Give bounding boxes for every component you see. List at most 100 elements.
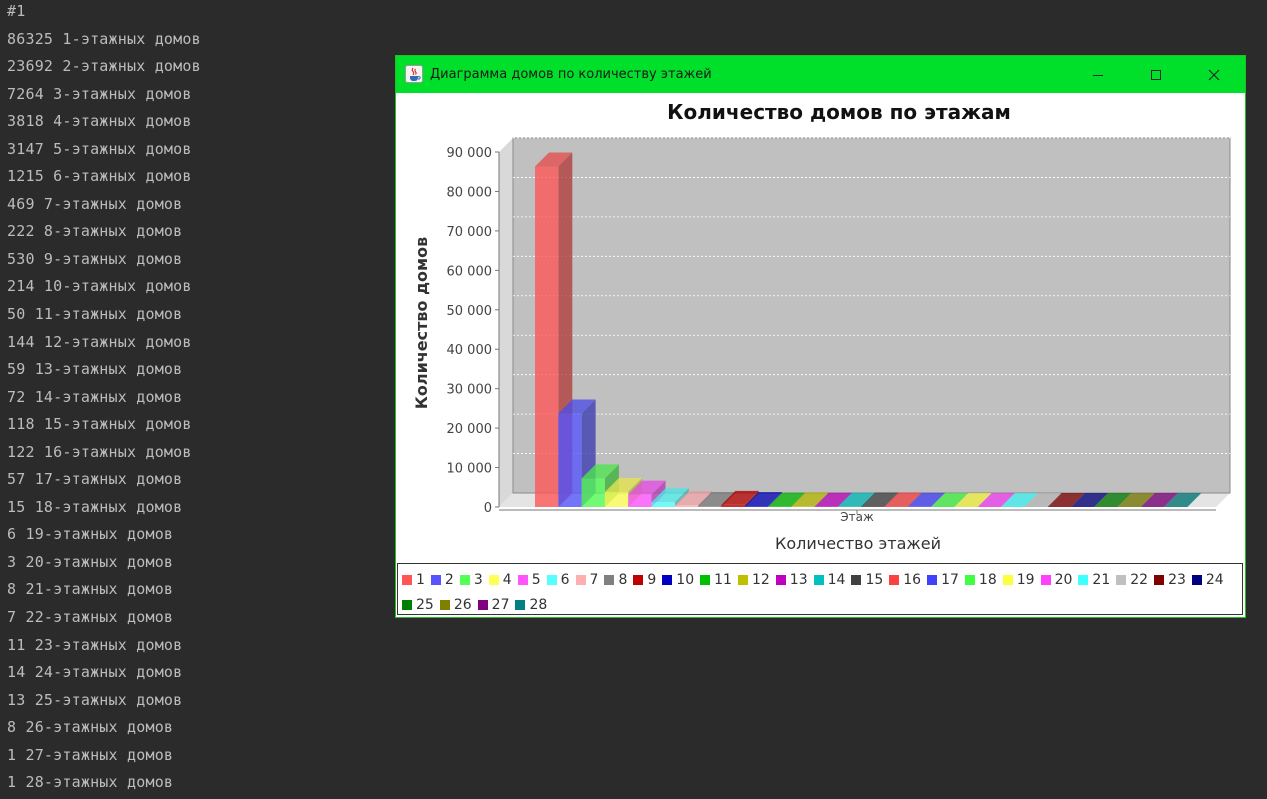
legend-swatch [402, 600, 412, 610]
close-button[interactable] [1185, 56, 1243, 93]
legend-swatch [889, 575, 899, 585]
legend-item: 13 [776, 567, 808, 592]
console-line: 122 16-этажных домов [7, 441, 201, 469]
legend-label: 11 [714, 572, 732, 588]
legend-label: 1 [416, 572, 425, 588]
console-line: 3 20-этажных домов [7, 551, 201, 579]
legend-label: 2 [445, 572, 454, 588]
legend-label: 3 [474, 572, 483, 588]
legend-swatch [814, 575, 824, 585]
legend-label: 7 [590, 572, 599, 588]
console-line: 14 24-этажных домов [7, 661, 201, 689]
x-axis-label: Количество этажей [775, 534, 941, 553]
legend-item: 16 [889, 567, 921, 592]
console-line: 3818 4-этажных домов [7, 110, 201, 138]
legend-swatch [1116, 575, 1126, 585]
legend-swatch [1192, 575, 1202, 585]
console-line: 6 19-этажных домов [7, 523, 201, 551]
legend-swatch [402, 575, 412, 585]
console-line: 15 18-этажных домов [7, 496, 201, 524]
maximize-button[interactable] [1127, 56, 1185, 93]
console-line: #1 [7, 0, 201, 28]
console-line: 7 22-этажных домов [7, 606, 201, 634]
chart-title: Количество домов по этажам [667, 100, 1011, 124]
console-line: 144 12-этажных домов [7, 331, 201, 359]
legend-label: 10 [676, 572, 694, 588]
legend-label: 18 [979, 572, 997, 588]
legend-item: 8 [604, 567, 627, 592]
legend-swatch [576, 575, 586, 585]
console-line: 7264 3-этажных домов [7, 83, 201, 111]
y-tick-label: 30 000 [447, 383, 493, 398]
legend-item: 24 [1192, 567, 1224, 592]
legend-swatch [776, 575, 786, 585]
legend-label: 22 [1130, 572, 1148, 588]
console-line: 530 9-этажных домов [7, 248, 201, 276]
console-line: 13 25-этажных домов [7, 689, 201, 717]
legend-swatch [662, 575, 672, 585]
title-bar[interactable]: Диаграмма домов по количеству этажей [396, 56, 1245, 93]
legend-label: 12 [752, 572, 770, 588]
legend-label: 8 [618, 572, 627, 588]
legend-swatch [927, 575, 937, 585]
console-line: 1215 6-этажных домов [7, 165, 201, 193]
window-title: Диаграмма домов по количеству этажей [430, 56, 712, 93]
legend-label: 13 [790, 572, 808, 588]
console-line: 8 26-этажных домов [7, 716, 201, 744]
legend-label: 27 [492, 597, 510, 613]
y-tick-label: 0 [484, 501, 492, 516]
legend-label: 19 [1017, 572, 1035, 588]
chart-window[interactable]: Диаграмма домов по количеству этажей Кол… [395, 55, 1246, 618]
legend-label: 23 [1168, 572, 1186, 588]
legend-label: 20 [1055, 572, 1073, 588]
legend-swatch [478, 600, 488, 610]
y-tick-label: 70 000 [447, 225, 493, 240]
plot-area [499, 138, 1230, 507]
legend-item: 18 [965, 567, 997, 592]
y-tick-label: 80 000 [447, 185, 493, 200]
legend-item: 25 [402, 592, 434, 617]
legend-item: 10 [662, 567, 694, 592]
legend-item: 4 [489, 567, 512, 592]
console-line: 50 11-этажных домов [7, 303, 201, 331]
legend-item: 22 [1116, 567, 1148, 592]
console-line: 118 15-этажных домов [7, 413, 201, 441]
legend-swatch [1003, 575, 1013, 585]
legend-label: 9 [647, 572, 656, 588]
console-line: 11 23-этажных домов [7, 634, 201, 662]
plot-back-wall [513, 138, 1230, 493]
legend-swatch [440, 600, 450, 610]
legend-swatch [489, 575, 499, 585]
legend-item: 26 [440, 592, 472, 617]
legend-swatch [431, 575, 441, 585]
legend-item: 11 [700, 567, 732, 592]
console-line: 72 14-этажных домов [7, 386, 201, 414]
legend-item: 28 [515, 592, 547, 617]
legend-item: 27 [478, 592, 510, 617]
y-tick-label: 50 000 [447, 304, 493, 319]
minimize-button[interactable] [1069, 56, 1127, 93]
legend-swatch [700, 575, 710, 585]
legend-swatch [547, 575, 557, 585]
console-line: 1 28-этажных домов [7, 771, 201, 799]
legend-item: 14 [814, 567, 846, 592]
legend-item: 19 [1003, 567, 1035, 592]
console-line: 86325 1-этажных домов [7, 28, 201, 56]
legend-label: 25 [416, 597, 434, 613]
legend-swatch [738, 575, 748, 585]
legend-item: 20 [1041, 567, 1073, 592]
legend-item: 3 [460, 567, 483, 592]
legend-item: 12 [738, 567, 770, 592]
y-tick-label: 90 000 [447, 146, 493, 161]
legend-swatch [518, 575, 528, 585]
legend-label: 21 [1092, 572, 1110, 588]
legend-item: 2 [431, 567, 454, 592]
legend-item: 9 [633, 567, 656, 592]
plot-side-wall [499, 138, 513, 507]
legend-item: 7 [576, 567, 599, 592]
legend-label: 16 [903, 572, 921, 588]
console-line: 23692 2-этажных домов [7, 55, 201, 83]
